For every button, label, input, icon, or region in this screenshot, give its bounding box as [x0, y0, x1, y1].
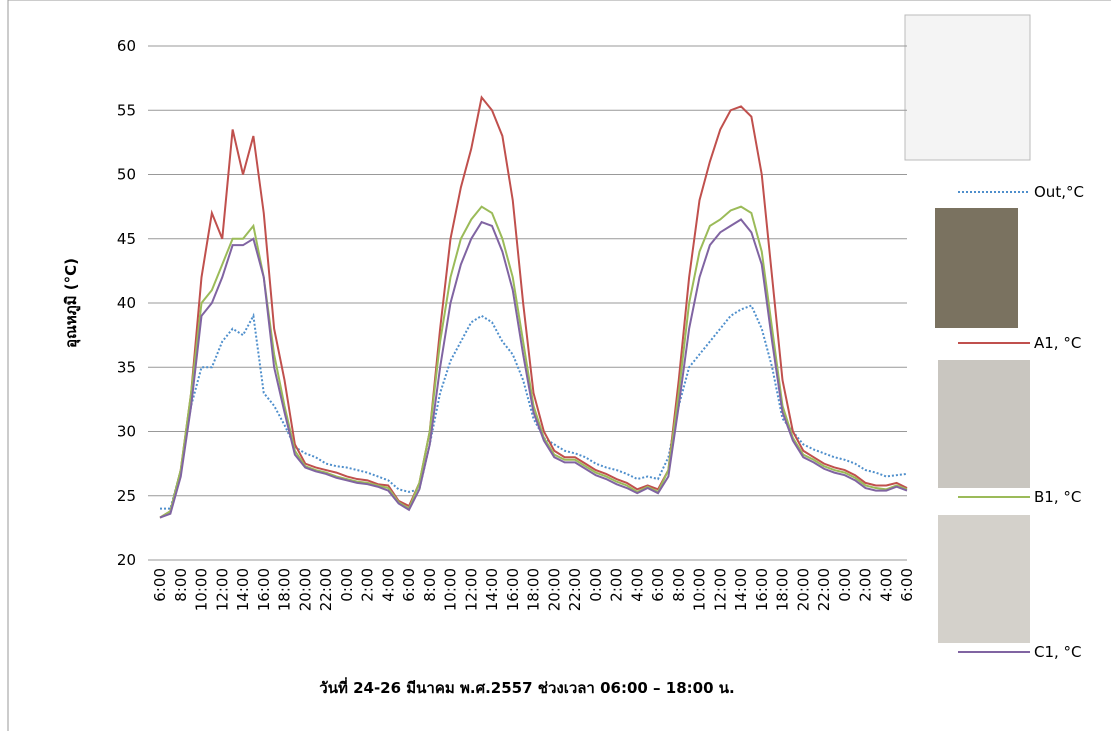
x-tick-label: 6:00	[151, 568, 169, 602]
x-tick-label: 0:00	[338, 568, 356, 602]
x-tick-label: 20:00	[545, 568, 563, 611]
x-tick-label: 20:00	[296, 568, 314, 611]
x-tick-label: 14:00	[234, 568, 252, 611]
x-tick-label: 2:00	[359, 568, 377, 602]
x-tick-label: 22:00	[566, 568, 584, 611]
x-tick-label: 0:00	[836, 568, 854, 602]
series-line	[160, 304, 908, 510]
x-tick-label: 10:00	[691, 568, 709, 611]
y-tick-label: 20	[117, 551, 136, 569]
x-tick-label: 10:00	[193, 568, 211, 611]
y-tick-label: 30	[117, 423, 136, 441]
x-tick-label: 8:00	[670, 568, 688, 602]
series-line	[159, 218, 908, 519]
x-tick-label: 12:00	[711, 568, 729, 611]
legend-label: C1, °C	[1034, 643, 1082, 661]
x-tick-label: 8:00	[172, 568, 190, 602]
legend-label: A1, °C	[1034, 334, 1081, 352]
photo	[938, 360, 1030, 488]
x-tick-label: 16:00	[504, 568, 522, 611]
x-tick-label: 12:00	[213, 568, 231, 611]
x-tick-label: 4:00	[628, 568, 646, 602]
legend-label: Out,°C	[1034, 183, 1084, 201]
x-tick-label: 20:00	[794, 568, 812, 611]
y-tick-label: 40	[117, 294, 136, 312]
y-tick-label: 55	[117, 101, 136, 119]
x-tick-label: 16:00	[255, 568, 273, 611]
legend-label: B1, °C	[1034, 488, 1081, 506]
x-tick-label: 6:00	[400, 568, 418, 602]
x-tick-label: 8:00	[421, 568, 439, 602]
y-axis-label: อุณหภูมิ (°C)	[62, 258, 81, 348]
x-tick-label: 4:00	[877, 568, 895, 602]
diagram-image	[904, 14, 1031, 161]
x-tick-label: 14:00	[483, 568, 501, 611]
y-tick-label: 60	[117, 37, 136, 55]
y-tick-label: 50	[117, 166, 136, 184]
x-tick-label: 22:00	[815, 568, 833, 611]
y-tick-label: 35	[117, 358, 136, 376]
x-axis-label: วันที่ 24-26 มีนาคม พ.ศ.2557 ช่วงเวลา 06…	[319, 677, 734, 697]
x-tick-label: 18:00	[525, 568, 543, 611]
x-tick-label: 6:00	[649, 568, 667, 602]
series-line	[159, 95, 908, 519]
x-tick-label: 18:00	[774, 568, 792, 611]
x-tick-label: 2:00	[857, 568, 875, 602]
x-tick-label: 0:00	[587, 568, 605, 602]
x-tick-label: 16:00	[753, 568, 771, 611]
x-tick-label: 4:00	[379, 568, 397, 602]
photo	[935, 208, 1018, 328]
y-tick-label: 45	[117, 230, 136, 248]
x-tick-label: 22:00	[317, 568, 335, 611]
y-tick-label: 25	[117, 487, 136, 505]
x-tick-label: 18:00	[276, 568, 294, 611]
x-tick-label: 10:00	[442, 568, 460, 611]
x-tick-label: 12:00	[462, 568, 480, 611]
photo	[938, 515, 1030, 643]
x-tick-label: 14:00	[732, 568, 750, 611]
x-tick-label: 6:00	[898, 568, 916, 602]
x-tick-label: 2:00	[608, 568, 626, 602]
